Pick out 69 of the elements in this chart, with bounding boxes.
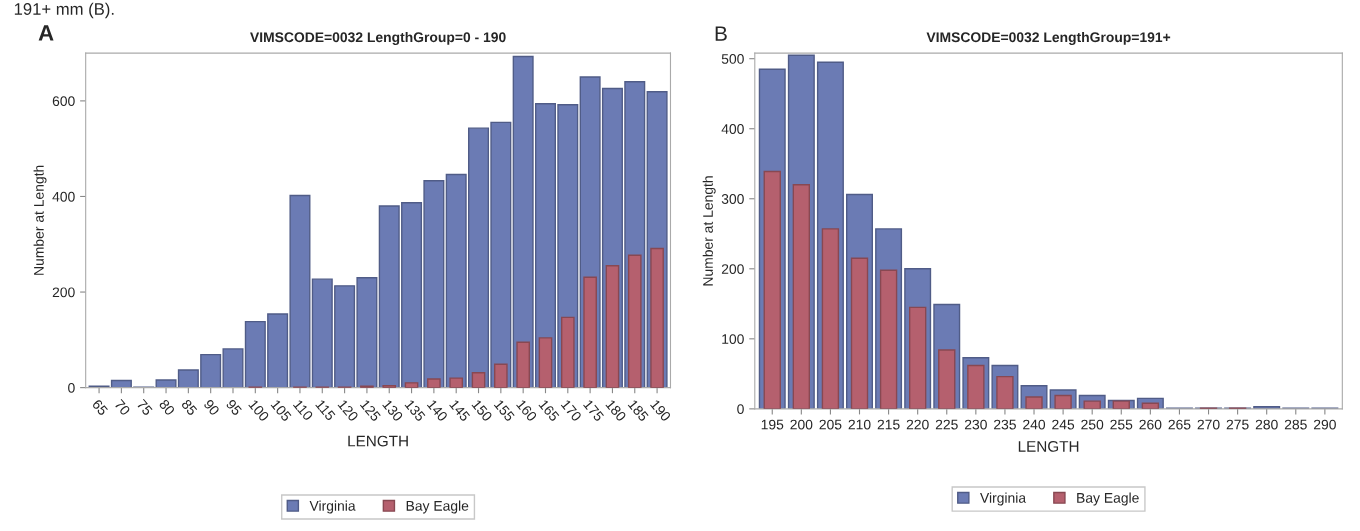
x-tick-label: 155 — [493, 399, 515, 422]
x-tick-label: 95 — [225, 398, 243, 416]
x-tick-label: 235 — [994, 419, 1016, 430]
y-tick-label: 200 — [721, 264, 744, 274]
x-tick-label: 115 — [315, 399, 336, 422]
y-tick-label: 200 — [52, 287, 75, 298]
x-tick-label: 275 — [1226, 419, 1249, 430]
x-tick-label: 80 — [158, 398, 176, 417]
y-tick-label: 300 — [721, 194, 744, 204]
x-tick-label: 105 — [270, 399, 292, 422]
x-tick-label: 195 — [761, 419, 784, 430]
y-axis-title: Number at Length — [33, 165, 47, 275]
y-tick-label: 400 — [721, 124, 744, 134]
x-tick-label: 280 — [1255, 419, 1278, 430]
text: 191+ mm (B). — [14, 2, 114, 19]
x-tick-label: 165 — [538, 399, 560, 422]
x-tick-label: 120 — [337, 399, 359, 422]
x-tick-label: 245 — [1052, 419, 1075, 430]
x-tick-label: 240 — [1023, 419, 1046, 430]
x-tick-label: 135 — [404, 399, 426, 422]
x-tick-label: 110 — [292, 399, 314, 422]
y-tick-label: 0 — [737, 404, 744, 415]
y-axis-title: Number at Length — [702, 176, 716, 286]
x-tick-label: 100 — [248, 399, 270, 422]
legend-label: Virginia — [980, 492, 1027, 506]
legend-label: Virginia — [309, 500, 356, 514]
x-tick-label: 160 — [516, 399, 538, 422]
x-tick-label: 65 — [91, 398, 109, 416]
x-tick-label: 130 — [382, 399, 404, 422]
text: B — [715, 26, 727, 41]
y-tick-label: 500 — [721, 54, 744, 64]
text: A — [38, 25, 54, 41]
legend-label: Bay Eagle — [1077, 492, 1139, 506]
x-tick-label: 255 — [1110, 419, 1133, 430]
x-tick-label: 180 — [605, 399, 627, 422]
y-tick-label: 0 — [68, 382, 75, 393]
x-tick-label: 220 — [906, 419, 929, 430]
x-axis-title: LENGTH — [348, 435, 408, 447]
x-tick-label: 75 — [136, 398, 153, 416]
x-tick-label: 90 — [203, 398, 220, 417]
x-tick-label: 270 — [1197, 419, 1220, 430]
x-tick-label: 140 — [426, 399, 449, 422]
x-tick-label: 230 — [964, 419, 987, 430]
x-tick-label: 225 — [935, 419, 958, 430]
x-tick-label: 210 — [848, 419, 871, 430]
y-tick-label: 400 — [52, 191, 75, 202]
x-tick-label: 190 — [649, 399, 672, 422]
x-tick-label: 175 — [582, 399, 605, 422]
x-tick-label: 260 — [1139, 419, 1162, 430]
x-tick-label: 145 — [449, 399, 471, 422]
x-tick-label: 170 — [560, 399, 583, 422]
x-tick-label: 250 — [1081, 419, 1104, 430]
x-tick-label: 265 — [1168, 419, 1191, 430]
x-tick-label: 85 — [180, 398, 198, 416]
x-tick-label: 205 — [819, 419, 842, 430]
x-tick-label: 290 — [1313, 419, 1336, 430]
x-tick-label: 150 — [471, 399, 493, 422]
x-axis-title: LENGTH — [1018, 440, 1079, 452]
chart-title: VIMSCODE=0032 LengthGroup=0 - 190 — [250, 31, 506, 45]
x-tick-label: 185 — [627, 399, 650, 422]
legend-label: Bay Eagle — [406, 500, 469, 514]
x-tick-label: 125 — [359, 399, 382, 422]
y-tick-label: 100 — [722, 334, 744, 345]
x-tick-label: 200 — [790, 419, 813, 430]
x-tick-label: 215 — [877, 419, 900, 430]
y-tick-label: 600 — [52, 96, 75, 107]
x-tick-label: 70 — [114, 398, 131, 417]
chart-title: VIMSCODE=0032 LengthGroup=191+ — [926, 31, 1171, 45]
x-tick-label: 285 — [1284, 419, 1307, 430]
